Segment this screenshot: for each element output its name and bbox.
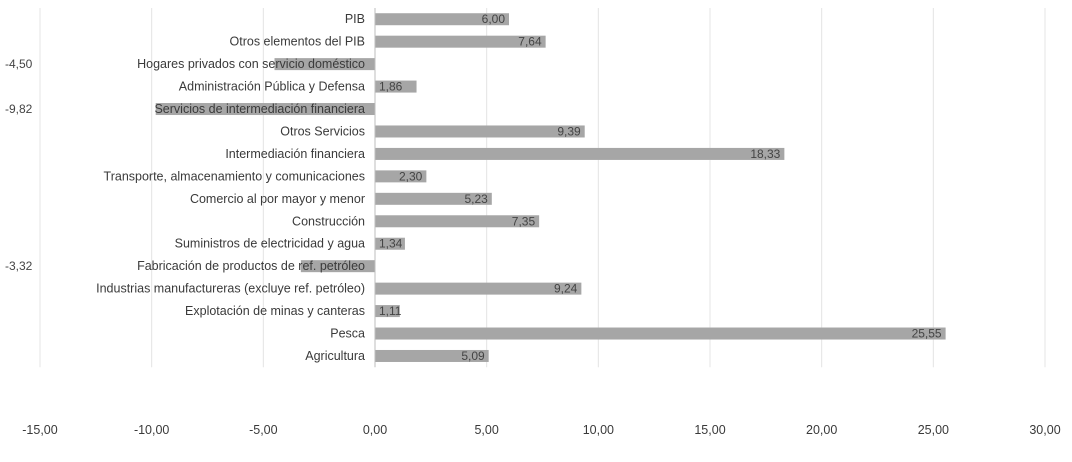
data-label: 1,86 [379,80,403,94]
bar [375,125,585,138]
bar [155,103,375,116]
data-label: 7,64 [518,35,542,49]
data-label: 7,35 [512,214,536,228]
x-tick-label: 5,00 [474,423,498,437]
bar [375,327,946,340]
x-tick-label: 15,00 [694,423,725,437]
category-label: Administración Pública y Defensa [179,80,365,94]
data-label: -4,50 [5,57,33,71]
bar [375,80,417,93]
bar [375,237,405,250]
category-label: Explotación de minas y canteras [185,304,365,318]
category-label: Otros elementos del PIB [230,35,365,49]
bar [375,35,546,48]
category-label: Fabricación de productos de ref. petróle… [137,259,365,273]
data-label: 25,55 [912,327,942,341]
category-label: Otros Servicios [280,124,365,138]
category-label: Hogares privados con servicio doméstico [137,57,365,71]
bar [375,13,509,26]
bar [375,147,785,160]
bar [300,260,375,273]
data-label: 5,23 [464,192,488,206]
x-tick-label: 30,00 [1029,423,1060,437]
x-tick-label: -15,00 [22,423,57,437]
category-label: Intermediación financiera [225,147,365,161]
x-tick-label: 10,00 [583,423,614,437]
x-tick-label: -10,00 [134,423,169,437]
category-label: Suministros de electricidad y agua [175,237,365,251]
data-label: 1,34 [379,237,403,251]
bar [375,170,427,183]
bar [375,282,582,295]
data-label: -9,82 [5,102,33,116]
category-label: Agricultura [305,349,365,363]
x-tick-label: -5,00 [249,423,278,437]
bar [375,215,540,228]
bar [375,192,492,205]
data-label: 9,39 [557,124,581,138]
data-label: 2,30 [399,169,423,183]
bar [274,58,375,71]
data-label: 9,24 [554,282,578,296]
data-label: 5,09 [461,349,485,363]
category-label: Servicios de intermediación financiera [154,102,365,116]
bar [375,305,400,318]
category-label: Pesca [330,327,365,341]
data-label: 1,11 [379,304,402,318]
data-label: 6,00 [482,12,506,26]
category-label: Comercio al por mayor y menor [190,192,365,206]
category-label: Transporte, almacenamiento y comunicacio… [104,169,365,183]
data-label: 18,33 [750,147,780,161]
category-label: Construcción [292,214,365,228]
x-tick-label: 25,00 [918,423,949,437]
bar [375,349,489,362]
x-tick-label: 20,00 [806,423,837,437]
x-tick-label: 0,00 [363,423,387,437]
data-label: -3,32 [5,259,33,273]
category-label: PIB [345,12,365,26]
category-label: Industrias manufactureras (excluye ref. … [96,282,365,296]
